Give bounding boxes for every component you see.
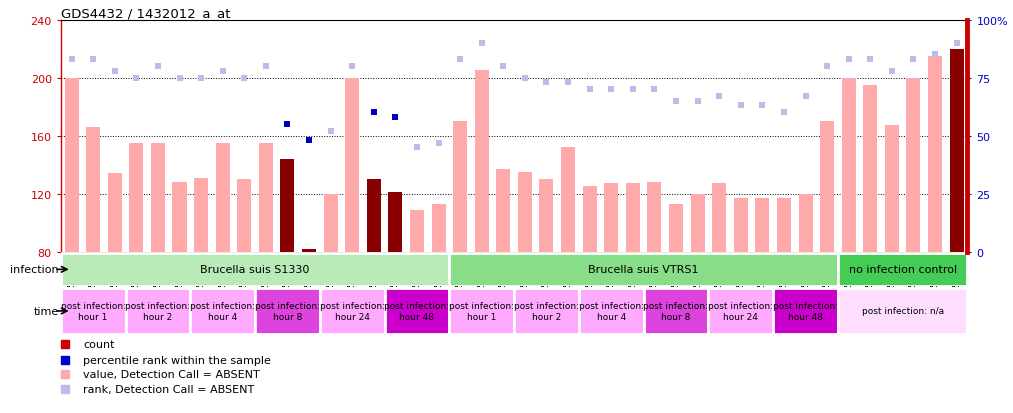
Text: rank, Detection Call = ABSENT: rank, Detection Call = ABSENT — [83, 385, 254, 394]
Text: post infection:
hour 2: post infection: hour 2 — [514, 301, 579, 321]
Bar — [388, 192, 402, 252]
Text: post infection:
hour 24: post infection: hour 24 — [708, 301, 773, 321]
Text: value, Detection Call = ABSENT: value, Detection Call = ABSENT — [83, 370, 260, 380]
Bar — [281, 159, 295, 252]
Bar — [669, 204, 683, 252]
Bar — [475, 71, 488, 252]
Bar — [450, 288, 515, 334]
Bar — [647, 183, 661, 252]
Bar — [842, 78, 856, 252]
Bar — [643, 288, 708, 334]
Bar — [367, 180, 381, 252]
Bar — [773, 288, 838, 334]
Bar — [518, 173, 532, 252]
Bar — [756, 199, 769, 252]
Bar — [255, 288, 320, 334]
Bar — [777, 199, 791, 252]
Bar — [928, 57, 942, 252]
Text: post infection:
hour 1: post infection: hour 1 — [449, 301, 515, 321]
Text: post infection:
hour 24: post infection: hour 24 — [320, 301, 385, 321]
Text: Brucella suis VTRS1: Brucella suis VTRS1 — [589, 265, 699, 275]
Bar — [453, 122, 467, 252]
Bar — [515, 288, 578, 334]
Bar — [61, 288, 126, 334]
Bar — [733, 199, 748, 252]
Bar — [821, 122, 834, 252]
Text: percentile rank within the sample: percentile rank within the sample — [83, 355, 271, 365]
Bar — [320, 288, 385, 334]
Bar — [838, 288, 967, 334]
Bar — [190, 288, 255, 334]
Bar — [561, 148, 575, 252]
Bar — [432, 204, 446, 252]
Bar — [65, 78, 79, 252]
Bar — [345, 78, 360, 252]
Bar — [907, 78, 921, 252]
Bar — [540, 180, 553, 252]
Text: post infection:
hour 4: post infection: hour 4 — [190, 301, 255, 321]
Text: post infection:
hour 48: post infection: hour 48 — [385, 301, 450, 321]
Text: time: time — [33, 306, 59, 316]
Bar — [798, 194, 812, 252]
Text: infection: infection — [10, 265, 59, 275]
Bar — [708, 288, 773, 334]
Bar — [496, 170, 511, 252]
Text: Brucella suis S1330: Brucella suis S1330 — [201, 265, 310, 275]
Bar — [126, 288, 190, 334]
Text: post infection:
hour 8: post infection: hour 8 — [255, 301, 320, 321]
Bar — [691, 194, 705, 252]
Bar — [410, 210, 424, 252]
Bar — [863, 86, 877, 252]
Bar — [578, 288, 643, 334]
Bar — [151, 143, 165, 252]
Text: count: count — [83, 339, 114, 349]
Bar — [626, 184, 640, 252]
Bar — [61, 254, 450, 286]
Bar — [450, 254, 838, 286]
Text: GDS4432 / 1432012_a_at: GDS4432 / 1432012_a_at — [61, 7, 230, 19]
Bar — [302, 249, 316, 252]
Bar — [385, 288, 450, 334]
Bar — [259, 143, 272, 252]
Bar — [949, 50, 963, 252]
Bar — [86, 128, 100, 252]
Bar — [323, 194, 337, 252]
Bar — [172, 183, 186, 252]
Text: post infection:
hour 8: post infection: hour 8 — [643, 301, 708, 321]
Bar — [237, 180, 251, 252]
Text: post infection:
hour 1: post infection: hour 1 — [61, 301, 126, 321]
Bar — [582, 187, 597, 252]
Text: post infection:
hour 4: post infection: hour 4 — [578, 301, 643, 321]
Bar — [712, 184, 726, 252]
Bar — [130, 143, 144, 252]
Text: no infection control: no infection control — [849, 265, 956, 275]
Bar — [838, 254, 967, 286]
Bar — [107, 174, 122, 252]
Bar — [216, 143, 230, 252]
Bar — [884, 126, 899, 252]
Text: post infection: n/a: post infection: n/a — [862, 307, 944, 316]
Text: post infection:
hour 2: post infection: hour 2 — [126, 301, 190, 321]
Bar — [604, 184, 618, 252]
Bar — [194, 178, 208, 252]
Text: post infection:
hour 48: post infection: hour 48 — [773, 301, 838, 321]
